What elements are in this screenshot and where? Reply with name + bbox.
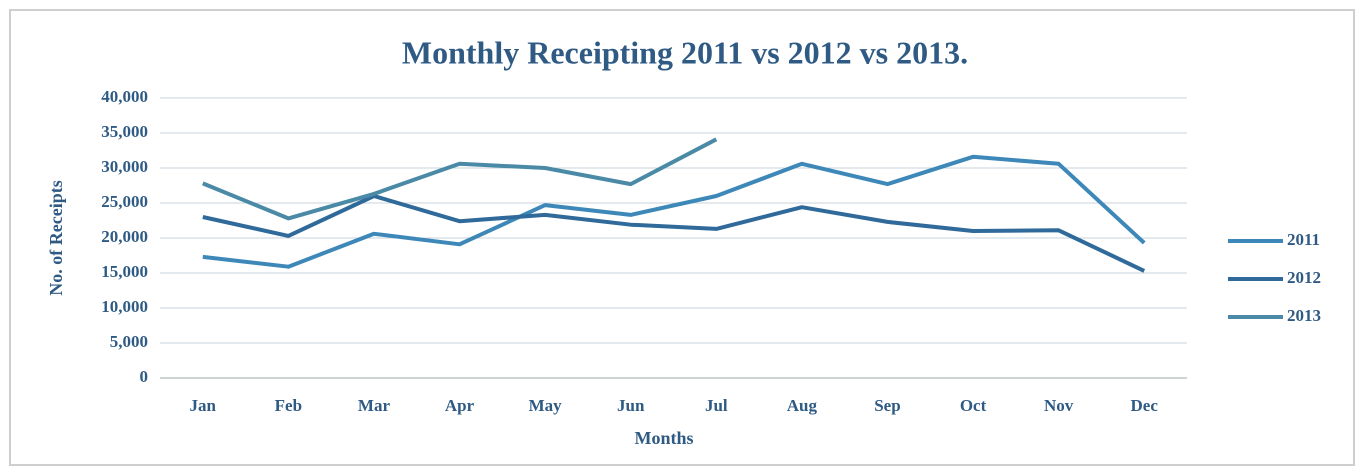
legend-label: 2012 [1287,268,1321,287]
y-tick-label: 15,000 [101,262,148,281]
x-tick-label: Feb [275,396,302,415]
x-tick-label: Sep [874,396,900,415]
series-line [202,154,1146,269]
y-tick-label: 20,000 [101,227,148,246]
series-line [202,137,718,221]
y-tick-label: 5,000 [110,332,148,351]
chart-title: Monthly Receipting 2011 vs 2012 vs 2013. [402,34,968,70]
x-axis-label: Months [634,428,693,448]
y-tick-label: 10,000 [101,297,148,316]
x-tick-label: Nov [1044,396,1074,415]
legend-label: 2011 [1287,230,1320,249]
y-tick-label: 35,000 [101,122,148,141]
y-tick-label: 30,000 [101,157,148,176]
y-tick-label: 40,000 [101,87,148,106]
y-tick-label: 25,000 [101,192,148,211]
y-tick-label: 0 [140,367,149,386]
x-tick-label: Jul [705,396,728,415]
series-line [202,194,1146,273]
x-tick-label: Dec [1131,396,1159,415]
x-tick-label: Aug [787,396,818,415]
x-tick-label: Jun [617,396,645,415]
x-tick-label: May [529,396,563,415]
x-tick-label: Mar [358,396,391,415]
x-tick-label: Apr [445,396,475,415]
x-tick-label: Oct [960,396,987,415]
x-tick-label: Jan [190,396,217,415]
y-axis-label: No. of Receipts [46,180,66,295]
legend-label: 2013 [1287,306,1321,325]
